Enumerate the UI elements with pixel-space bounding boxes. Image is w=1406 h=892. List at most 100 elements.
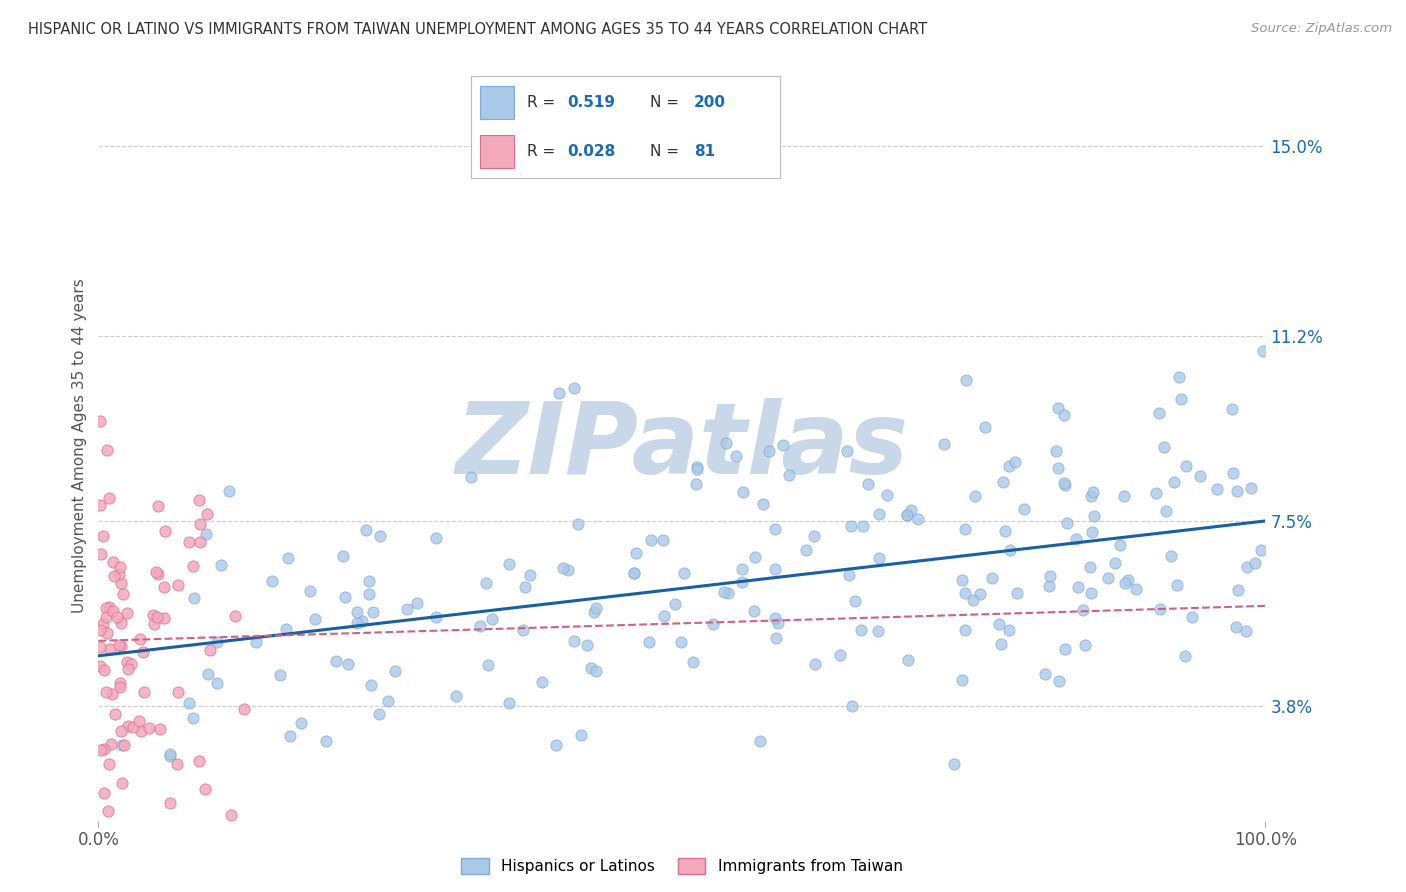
Point (197, 666, 219, 681)
Point (1222, 401, 1244, 416)
Point (1225, 620, 1247, 634)
Point (188, 493, 211, 508)
Point (1056, 516, 1078, 530)
Point (110, 723, 132, 738)
Point (763, 611, 786, 625)
Point (640, 533, 662, 547)
Point (1226, 483, 1249, 498)
Point (1104, 557, 1126, 571)
Point (1005, 586, 1028, 600)
Point (1071, 603, 1094, 617)
Point (1149, 601, 1171, 615)
Point (209, 558, 232, 573)
Point (96, 626, 118, 640)
Point (725, 450, 748, 464)
Point (896, 508, 918, 522)
Point (181, 558, 204, 573)
Point (932, 437, 955, 451)
Point (129, 848, 152, 863)
Point (103, 568, 125, 582)
Point (159, 747, 181, 761)
Point (876, 488, 898, 502)
Point (299, 584, 322, 599)
Point (950, 573, 973, 587)
Text: 0.028: 0.028 (567, 145, 616, 160)
Point (553, 561, 575, 575)
Point (1250, 543, 1272, 558)
Point (89, 623, 111, 637)
Point (1253, 343, 1275, 358)
Point (89, 414, 111, 428)
Point (498, 696, 520, 710)
Point (1147, 406, 1170, 420)
Point (943, 757, 966, 772)
Point (841, 698, 863, 713)
Point (405, 596, 427, 610)
Point (1067, 580, 1090, 594)
Point (332, 549, 354, 563)
Point (138, 721, 160, 735)
Point (1181, 610, 1204, 624)
Point (955, 623, 977, 637)
Point (112, 738, 135, 752)
Point (148, 722, 170, 736)
Point (969, 587, 991, 601)
Point (97, 804, 120, 818)
Point (702, 616, 724, 631)
Point (91, 616, 114, 631)
Point (1125, 582, 1147, 597)
Point (167, 685, 190, 699)
Text: Source: ZipAtlas.com: Source: ZipAtlas.com (1251, 22, 1392, 36)
Point (194, 527, 217, 541)
Point (838, 568, 860, 582)
Point (219, 808, 242, 822)
Point (360, 678, 382, 692)
Point (1222, 466, 1244, 480)
Point (748, 733, 770, 747)
Point (218, 483, 240, 498)
Text: HISPANIC OR LATINO VS IMMIGRANTS FROM TAIWAN UNEMPLOYMENT AMONG AGES 35 TO 44 YE: HISPANIC OR LATINO VS IMMIGRANTS FROM TA… (28, 22, 927, 37)
Point (624, 546, 647, 560)
Point (468, 619, 491, 633)
Bar (481, 87, 515, 119)
Point (207, 635, 229, 649)
Point (117, 718, 139, 732)
Point (444, 689, 467, 703)
Point (1163, 475, 1185, 489)
Point (460, 470, 482, 484)
Point (108, 567, 131, 582)
Point (93, 663, 115, 677)
Point (962, 593, 984, 607)
Point (207, 676, 229, 690)
Point (110, 560, 132, 574)
Point (686, 462, 709, 476)
Point (233, 702, 256, 716)
Point (337, 657, 360, 671)
Point (1116, 573, 1139, 587)
Point (896, 508, 918, 523)
Point (1109, 538, 1132, 552)
Point (686, 459, 709, 474)
Point (108, 681, 131, 695)
Text: R =: R = (527, 145, 555, 160)
Point (100, 737, 122, 751)
Point (569, 728, 592, 742)
Point (562, 634, 585, 648)
Point (101, 555, 124, 569)
Point (475, 575, 498, 590)
Point (89, 659, 111, 673)
Point (998, 458, 1021, 473)
Point (1047, 401, 1070, 415)
Point (153, 524, 176, 539)
Point (664, 597, 686, 611)
Point (304, 612, 326, 626)
Point (277, 551, 299, 566)
Point (110, 639, 132, 653)
Point (117, 655, 139, 669)
Point (1066, 532, 1088, 546)
Point (1112, 489, 1135, 503)
Point (897, 653, 920, 667)
Point (128, 714, 150, 728)
Point (1053, 477, 1076, 491)
Point (93, 742, 115, 756)
